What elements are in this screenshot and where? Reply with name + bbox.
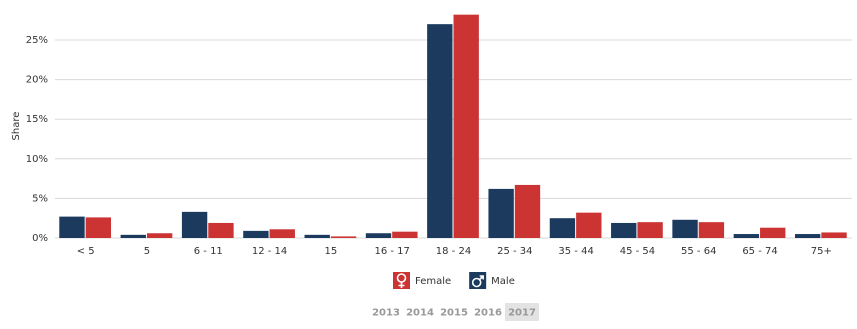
legend-icon — [398, 282, 405, 288]
x-tick-label: 55 - 64 — [681, 246, 716, 257]
year-label: 2017 — [508, 308, 536, 319]
y-tick-label: 20% — [26, 75, 48, 86]
year-label: 2015 — [440, 308, 468, 319]
bar — [181, 211, 208, 238]
y-tick-label: 15% — [26, 114, 48, 125]
year-button[interactable]: 2015 — [440, 308, 468, 319]
y-tick-label: 0% — [32, 233, 48, 244]
bar — [453, 14, 479, 238]
bar — [59, 216, 85, 238]
x-tick-label: 75+ — [811, 246, 832, 257]
bar — [514, 184, 541, 238]
year-button[interactable]: 2014 — [406, 308, 434, 319]
year-label: 2016 — [474, 308, 502, 319]
bar — [269, 229, 295, 238]
bar — [330, 236, 357, 238]
x-tick-label: 16 - 17 — [374, 246, 409, 257]
x-tick-label: 18 - 24 — [436, 246, 471, 257]
x-tick-label: 45 - 54 — [620, 246, 655, 257]
bar — [576, 212, 602, 238]
bar — [304, 234, 330, 238]
y-axis-label: Share — [11, 112, 22, 141]
bar — [733, 234, 760, 238]
legend-label: Male — [491, 276, 515, 287]
bar — [85, 217, 112, 238]
year-label: 2013 — [372, 308, 400, 319]
year-label: 2014 — [406, 308, 434, 319]
x-tick-label: 35 - 44 — [558, 246, 593, 257]
legend-icon — [471, 277, 482, 288]
bar — [637, 222, 663, 238]
year-button[interactable]: 2017 — [505, 303, 539, 321]
bar — [698, 222, 725, 238]
x-tick-label: < 5 — [77, 246, 95, 257]
legend-item[interactable]: Female — [393, 272, 451, 289]
bar — [672, 219, 698, 238]
x-tick-label: 12 - 14 — [252, 246, 287, 257]
year-active-bg — [505, 303, 539, 321]
bar — [208, 222, 234, 238]
bar — [392, 231, 418, 238]
year-button[interactable]: 2016 — [474, 308, 502, 319]
y-tick-label: 5% — [32, 193, 48, 204]
x-tick-label: 15 — [325, 246, 338, 257]
bar — [549, 218, 576, 238]
y-tick-label: 25% — [26, 35, 48, 46]
x-tick-label: 5 — [144, 246, 150, 257]
x-tick-label: 65 - 74 — [742, 246, 777, 257]
x-tick-label: 6 - 11 — [194, 246, 223, 257]
legend-label: Female — [415, 276, 451, 287]
bar — [611, 222, 637, 238]
year-button[interactable]: 2013 — [372, 308, 400, 319]
bar — [794, 234, 821, 238]
bar — [120, 234, 146, 238]
bar — [760, 227, 786, 238]
bar — [821, 232, 847, 238]
y-tick-label: 10% — [26, 154, 48, 165]
legend-item[interactable]: Male — [469, 272, 515, 289]
bar — [146, 233, 173, 238]
bar — [365, 233, 392, 238]
x-tick-label: 25 - 34 — [497, 246, 532, 257]
legend-icon — [479, 275, 484, 281]
bar — [488, 188, 514, 238]
bar — [243, 230, 269, 238]
bar — [427, 24, 453, 238]
